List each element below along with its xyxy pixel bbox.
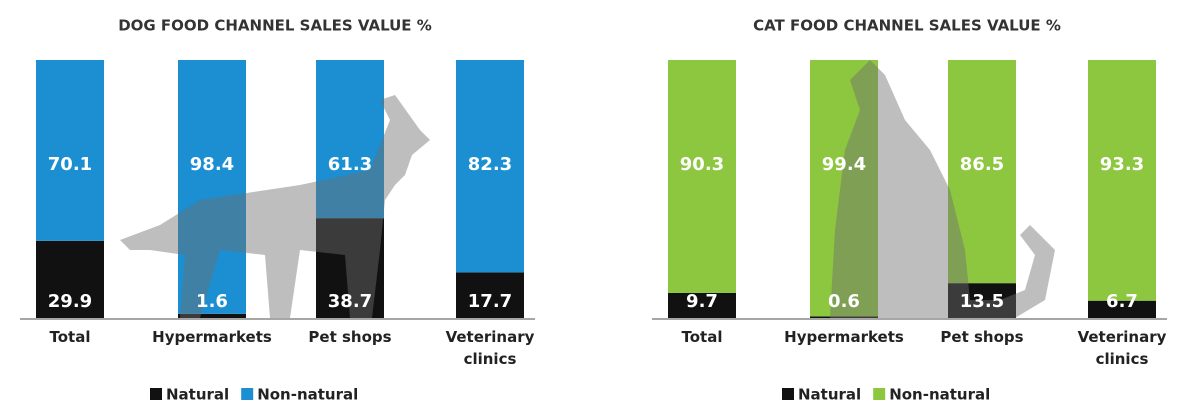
- value-label: 6.7: [1106, 291, 1138, 312]
- x-tick-label: Total: [642, 326, 762, 348]
- value-label: 29.9: [48, 291, 92, 312]
- page: DOG FOOD CHANNEL SALES VALUE % 29.9 70.1 1.…: [0, 0, 1190, 406]
- legend-label: Natural: [798, 386, 861, 404]
- legend-label: Non-natural: [257, 386, 358, 404]
- legend-swatch: [782, 388, 794, 400]
- value-label: 17.7: [468, 291, 512, 312]
- legend-swatch: [241, 388, 253, 400]
- chart-title: CAT FOOD CHANNEL SALES VALUE %: [753, 17, 1061, 35]
- x-tick-label: Veterinary clinics: [1062, 326, 1182, 370]
- value-label: 1.6: [196, 291, 228, 312]
- x-tick-label: Total: [10, 326, 130, 348]
- value-label: 99.4: [822, 154, 866, 175]
- value-label: 13.5: [960, 291, 1004, 312]
- legend-swatch: [873, 388, 885, 400]
- cat-silhouette: [830, 60, 1055, 318]
- bar-segment: [36, 60, 104, 241]
- value-label: 86.5: [960, 154, 1004, 175]
- value-label: 9.7: [686, 291, 718, 312]
- x-tick-label: Hypermarkets: [152, 326, 272, 348]
- x-tick-label: Veterinary clinics: [430, 326, 550, 370]
- x-tick-label: Hypermarkets: [784, 326, 904, 348]
- value-label: 98.4: [190, 154, 234, 175]
- bar-segment: [1088, 60, 1156, 301]
- value-label: 0.6: [828, 291, 860, 312]
- value-label: 90.3: [680, 154, 724, 175]
- legend-swatch: [150, 388, 162, 400]
- value-label: 70.1: [48, 154, 92, 175]
- silhouettes: [120, 60, 1055, 318]
- value-label: 82.3: [468, 154, 512, 175]
- value-label: 38.7: [328, 291, 372, 312]
- value-label: 93.3: [1100, 154, 1144, 175]
- x-tick-label: Pet shops: [922, 326, 1042, 348]
- chart-title: DOG FOOD CHANNEL SALES VALUE %: [118, 17, 432, 35]
- x-tick-label: Pet shops: [290, 326, 410, 348]
- bar-segment: [668, 60, 736, 293]
- legend-label: Non-natural: [889, 386, 990, 404]
- value-label: 61.3: [328, 154, 372, 175]
- legend-label: Natural: [166, 386, 229, 404]
